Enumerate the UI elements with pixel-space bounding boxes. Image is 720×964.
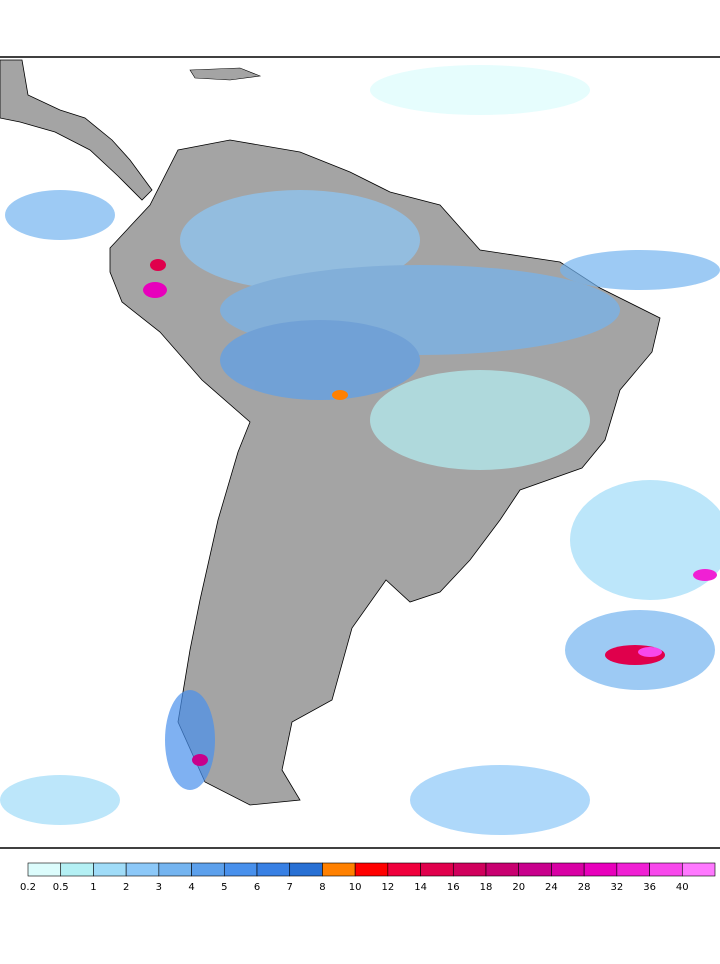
legend-label: 12 <box>381 882 394 893</box>
legend-swatch <box>551 862 585 877</box>
legend-label: 18 <box>480 882 493 893</box>
color-legend: 0.2 0.5 1 2 3 4 5 6 7 8 10 12 14 16 18 20 24 28 32 36 40 <box>20 862 716 893</box>
legend-swatch <box>420 862 454 877</box>
rain-core <box>332 390 348 400</box>
map-area <box>0 56 720 849</box>
legend-swatch <box>485 862 520 877</box>
legend-swatch <box>191 862 225 877</box>
rain-area <box>5 190 115 240</box>
rain-core <box>143 282 167 298</box>
legend-swatch <box>354 862 389 877</box>
legend-label: 24 <box>545 882 558 893</box>
legend-swatch <box>60 862 94 877</box>
legend-label: 16 <box>447 882 460 893</box>
rain-area <box>220 320 420 400</box>
legend-label: 6 <box>254 882 260 893</box>
legend-swatch <box>223 862 258 877</box>
legend-swatch <box>93 862 127 877</box>
legend-swatch <box>583 862 618 877</box>
legend-swatch <box>616 862 650 877</box>
legend-label: 2 <box>123 882 129 893</box>
legend-label: 20 <box>512 882 525 893</box>
legend-swatch <box>518 862 552 877</box>
legend-label: 4 <box>188 882 194 893</box>
legend-label: 40 <box>676 882 689 893</box>
rain-core <box>150 259 166 271</box>
rain-area <box>570 480 720 600</box>
rain-area <box>180 190 420 290</box>
legend-swatch <box>256 862 291 877</box>
legend-label: 7 <box>287 882 293 893</box>
legend-label: 10 <box>349 882 362 893</box>
rain-area <box>370 65 590 115</box>
legend-swatch <box>452 862 487 877</box>
legend-label: 14 <box>414 882 427 893</box>
legend-label: 3 <box>156 882 162 893</box>
rain-area <box>0 775 120 825</box>
legend-label: 5 <box>221 882 227 893</box>
legend-label: 28 <box>578 882 591 893</box>
land <box>0 59 153 201</box>
legend-label: 0.5 <box>53 882 69 893</box>
legend-label: 0.2 <box>20 882 36 893</box>
rain-area <box>370 370 590 470</box>
legend-swatch <box>649 862 683 877</box>
rain-core <box>693 569 717 581</box>
legend-swatch <box>289 862 323 877</box>
legend-swatch <box>322 862 356 877</box>
rain-core <box>192 754 208 766</box>
rain-core <box>638 647 662 657</box>
rain-area <box>410 765 590 835</box>
heavy-rain <box>143 259 717 766</box>
legend-swatch <box>387 862 421 877</box>
legend-swatch <box>158 862 192 877</box>
rain-area <box>165 690 215 790</box>
legend-label: 8 <box>319 882 325 893</box>
legend-swatch <box>27 862 62 877</box>
legend-label: 36 <box>643 882 656 893</box>
rain-area <box>560 250 720 290</box>
land <box>189 67 262 81</box>
legend-label: 1 <box>90 882 96 893</box>
legend-label: 32 <box>610 882 623 893</box>
legend-swatch <box>125 862 160 877</box>
legend-swatch <box>681 862 716 877</box>
